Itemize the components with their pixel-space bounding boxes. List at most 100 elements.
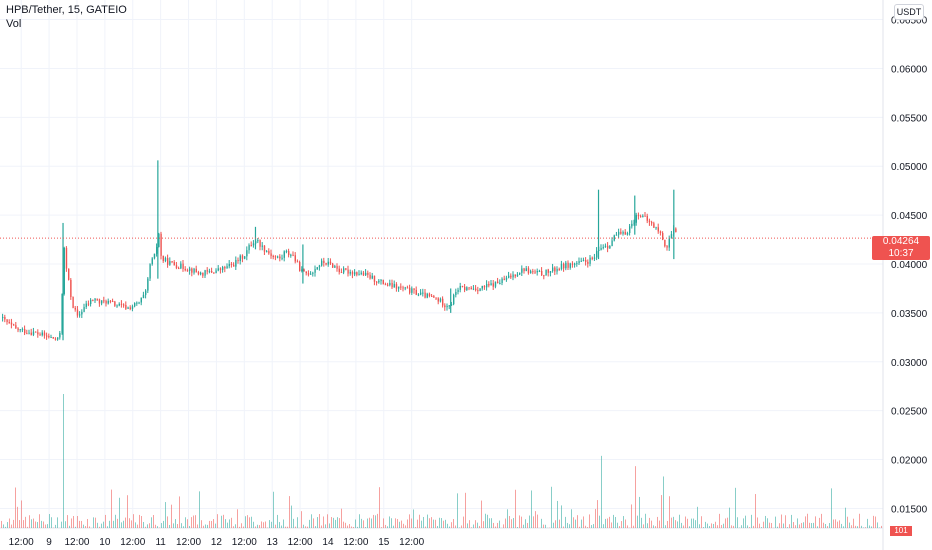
- volume-legend: Vol: [6, 18, 22, 30]
- volume-bar: [745, 515, 746, 528]
- candle-body: [268, 251, 270, 254]
- x-tick-label: 10: [99, 537, 111, 548]
- candle-body: [292, 254, 294, 256]
- volume-bar: [125, 517, 126, 528]
- candle-body: [626, 233, 629, 235]
- volume-bar: [707, 523, 708, 528]
- candle-body: [349, 272, 351, 274]
- volume-bar: [479, 525, 480, 528]
- volume-bar: [283, 519, 284, 528]
- volume-bar: [725, 518, 726, 528]
- volume-bar: [611, 522, 612, 528]
- volume-bar: [41, 520, 42, 528]
- volume-bar: [157, 526, 158, 528]
- volume-bar: [119, 497, 120, 528]
- volume-bar: [67, 515, 68, 528]
- volume-bar: [881, 525, 882, 528]
- candle-body: [219, 268, 222, 270]
- candle-body: [505, 277, 508, 280]
- volume-bar: [461, 525, 462, 528]
- candle-body: [371, 275, 373, 279]
- candle-body: [206, 270, 208, 272]
- volume-bar: [13, 519, 14, 528]
- candle-body: [228, 263, 230, 267]
- volume-bar: [235, 524, 236, 528]
- volume-bar: [747, 525, 748, 528]
- candle-body: [329, 261, 332, 264]
- candle-body: [409, 287, 411, 293]
- volume-bar: [761, 527, 762, 528]
- volume-bar: [789, 524, 790, 528]
- candle-body: [655, 227, 657, 229]
- volume-bar: [331, 517, 332, 528]
- volume-bar: [237, 509, 238, 528]
- volume-bar: [155, 524, 156, 528]
- volume-bar: [685, 516, 686, 528]
- volume-bar: [763, 521, 764, 528]
- candle-body: [180, 263, 182, 269]
- volume-bar: [839, 520, 840, 528]
- volume-bar: [783, 523, 784, 528]
- volume-bar: [391, 518, 392, 528]
- x-tick-label: 12:00: [343, 537, 368, 548]
- volume-bar: [827, 526, 828, 528]
- volume-bar: [603, 524, 604, 528]
- volume-bar: [401, 520, 402, 528]
- x-tick-label: 12:00: [120, 537, 145, 548]
- candle-body: [431, 295, 433, 297]
- volume-bar: [719, 513, 720, 528]
- volume-bar: [495, 526, 496, 528]
- volume-bar: [517, 527, 518, 528]
- candle-body: [15, 325, 17, 329]
- volume-bar: [1, 520, 2, 528]
- candle-body: [105, 300, 107, 304]
- volume-bar: [663, 476, 664, 528]
- volume-bar: [239, 526, 240, 528]
- volume-bar: [245, 516, 246, 528]
- symbol-legend: HPB/Tether, 15, GATEIO: [6, 4, 127, 16]
- volume-bar: [607, 518, 608, 528]
- candle-body: [470, 287, 472, 289]
- currency-button[interactable]: USDT: [894, 4, 924, 20]
- volume-bar: [355, 519, 356, 528]
- candle-body: [607, 245, 609, 249]
- volume-bar: [749, 527, 750, 528]
- volume-bar: [731, 525, 732, 528]
- volume-bar: [443, 520, 444, 528]
- volume-bar: [557, 500, 558, 528]
- candle-body: [428, 293, 431, 296]
- volume-bar: [153, 515, 154, 528]
- volume-bar: [369, 517, 370, 528]
- candle-body: [94, 298, 96, 301]
- candle-body: [211, 271, 213, 273]
- volume-bar: [215, 523, 216, 528]
- candle-body: [189, 268, 191, 271]
- candle-body: [420, 292, 422, 295]
- candle-body: [120, 303, 123, 305]
- volume-bar: [809, 522, 810, 528]
- volume-bar: [339, 518, 340, 528]
- candle-body: [541, 270, 543, 276]
- volume-bar: [635, 466, 636, 528]
- candle-body: [648, 220, 651, 223]
- candle-body: [103, 300, 105, 302]
- candle-body: [347, 269, 349, 274]
- volume-bar: [113, 520, 114, 528]
- volume-bar: [115, 514, 116, 528]
- volume-bar: [559, 519, 560, 528]
- candle-body: [448, 305, 450, 307]
- last-price-value: 0.04264: [882, 236, 920, 247]
- candle-body: [510, 275, 512, 278]
- volume-bar: [431, 517, 432, 528]
- candle-body: [107, 300, 109, 304]
- volume-bar: [493, 522, 494, 528]
- candle-body: [237, 260, 239, 262]
- volume-bar: [103, 521, 104, 528]
- candle-body: [294, 255, 296, 262]
- volume-bar: [129, 518, 130, 528]
- volume-bar: [253, 521, 254, 528]
- volume-bar: [711, 523, 712, 528]
- candle-body: [112, 301, 114, 303]
- candle-body: [536, 270, 538, 273]
